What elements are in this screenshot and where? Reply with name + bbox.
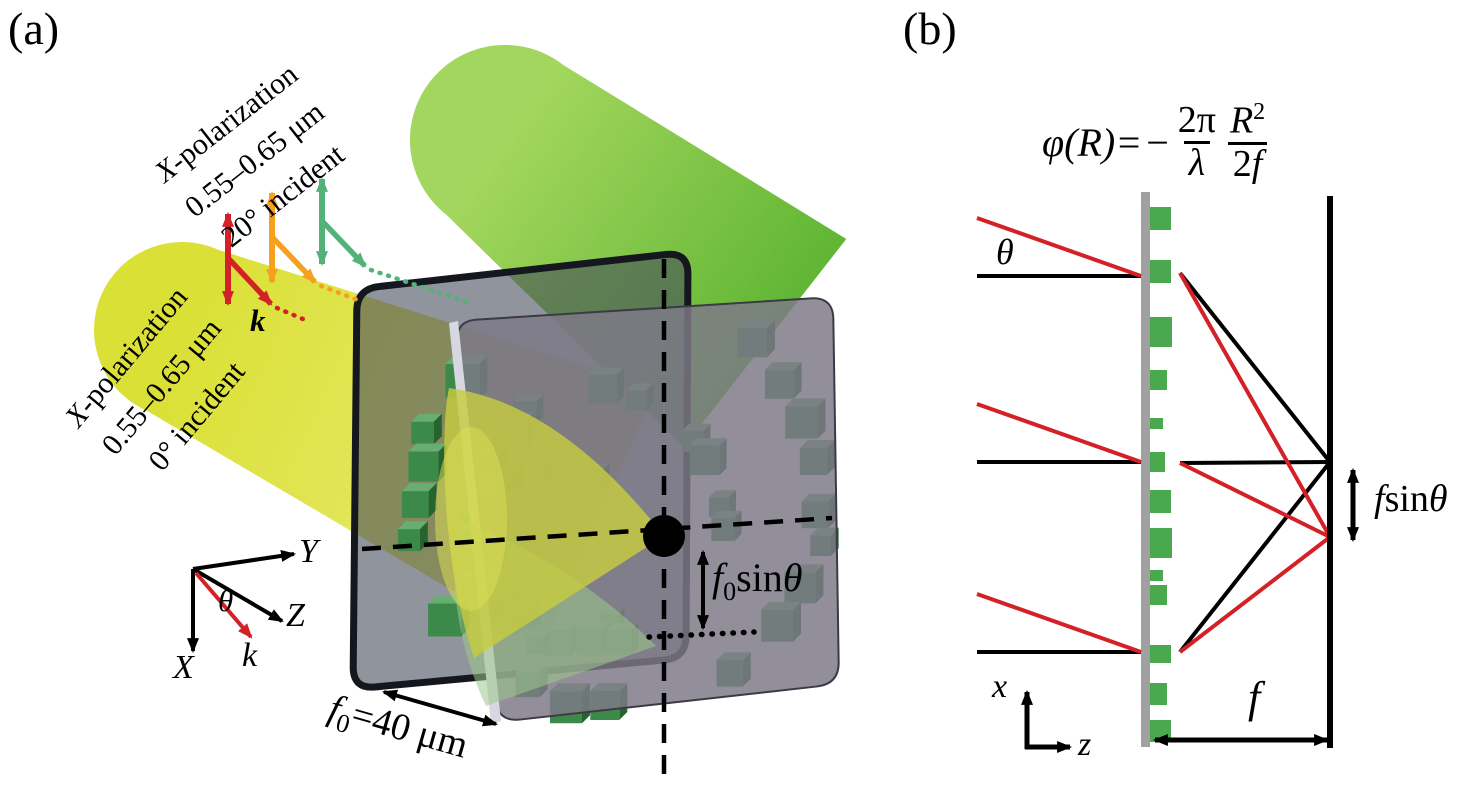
nano-block-top — [397, 521, 428, 530]
k-direction-dotted — [274, 305, 313, 325]
nano-block-front — [401, 491, 429, 518]
formula-fraction-1: 2π λ — [1177, 98, 1216, 184]
panel-a-label: (a) — [8, 3, 60, 54]
focused-ray-black — [1179, 460, 1331, 465]
axis-k-arrow — [194, 571, 253, 639]
incident-ray-red — [976, 592, 1142, 654]
metasurface-segment — [1150, 418, 1163, 429]
metasurface-segment — [1150, 317, 1172, 347]
axis-z-label: Z — [286, 597, 305, 634]
metasurface-segment — [1150, 260, 1171, 283]
metasurface-segment — [1150, 570, 1163, 581]
metasurface-segment — [1150, 683, 1167, 705]
f0-sin-theta-label: f0sinθ — [712, 555, 803, 606]
metasurface-segment — [1150, 585, 1167, 605]
axis-bz-label: z — [1078, 726, 1092, 763]
focal-cone-0deg — [444, 388, 664, 658]
k-direction-arrow — [321, 220, 367, 268]
axis-k-label: k — [242, 637, 258, 674]
axis-x-label: X — [173, 649, 194, 686]
k-direction-dotted — [368, 267, 473, 306]
axis-z-arrow — [191, 567, 284, 623]
panel-b — [976, 192, 1359, 753]
formula-fraction-2: R2 2f — [1225, 99, 1270, 184]
polarization-arrow-set — [316, 176, 473, 306]
metasurface-segment — [1150, 490, 1171, 513]
k-direction-arrow — [226, 257, 274, 306]
nano-block-front — [411, 421, 434, 445]
axes-a — [187, 549, 297, 654]
metasurface-substrate-bar — [1141, 192, 1150, 747]
nano-block-side — [428, 483, 437, 518]
polarization-arrow-set — [266, 190, 366, 305]
nano-block — [401, 483, 437, 518]
k-direction-dotted — [318, 283, 366, 305]
cone-base-highlight — [435, 427, 507, 611]
nano-block-top — [411, 413, 442, 422]
nano-block-top — [401, 483, 437, 492]
focused-ray-black — [1178, 460, 1332, 654]
theta-b-label: θ — [996, 232, 1014, 272]
focal-spot-dot — [643, 515, 685, 557]
formula-lhs: φ(R)= — [1042, 119, 1143, 165]
k-vector-label: k — [250, 303, 266, 338]
polarization-arrow-set — [222, 211, 313, 325]
focused-ray-red — [1179, 461, 1331, 539]
phase-formula: φ(R)= − 2π λ R2 2f — [1042, 98, 1270, 184]
incident-ray-red — [976, 402, 1142, 464]
dotted-shifted-focus-line — [646, 629, 757, 640]
theta-a-label: θ — [218, 583, 234, 618]
metasurface-segment — [1150, 370, 1167, 390]
axis-y-label: Y — [299, 533, 318, 570]
metasurface-segment — [1150, 645, 1171, 663]
nano-block-front — [408, 451, 439, 482]
focused-ray-red — [1178, 272, 1332, 538]
k-direction-arrow — [271, 236, 317, 284]
panel-a — [93, 44, 847, 782]
nano-block-top — [408, 443, 447, 452]
metasurface-segment — [1150, 528, 1172, 558]
metasurface-segment — [1150, 207, 1171, 230]
f0-distance-arrow — [381, 689, 499, 727]
metasurface-segment — [1150, 452, 1165, 472]
nano-block-side — [433, 413, 442, 445]
panel-b-label: (b) — [903, 3, 957, 54]
axes-b — [1021, 689, 1073, 753]
incident-ray-red — [976, 216, 1142, 278]
axis-y-arrow — [192, 549, 297, 571]
focal-length-label: f — [1248, 673, 1261, 722]
dashed-optical-axis-horizontal — [361, 515, 833, 552]
formula-minus: − — [1146, 119, 1169, 165]
axis-bx-label: x — [992, 668, 1008, 705]
nano-block — [411, 413, 442, 445]
f-sin-theta-label: fsinθ — [1374, 478, 1448, 520]
focused-ray-black — [1178, 271, 1332, 464]
focused-ray-red — [1178, 535, 1332, 654]
nano-block-front — [428, 603, 462, 637]
